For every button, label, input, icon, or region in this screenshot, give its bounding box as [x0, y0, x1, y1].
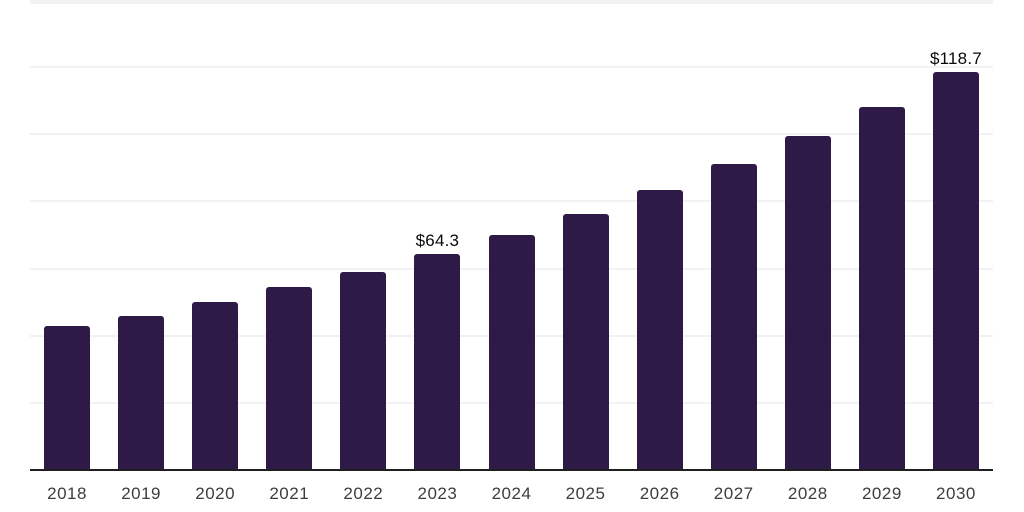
gridline-100 [30, 133, 993, 135]
bar-2030 [932, 71, 979, 470]
bar-2023 [414, 254, 461, 470]
bar-2018 [44, 325, 91, 470]
x-tick-2021: 2021 [269, 484, 310, 503]
bar-2020 [192, 302, 239, 470]
gridline-120 [30, 66, 993, 68]
bar-2026 [636, 190, 683, 470]
x-tick-2030: 2030 [936, 484, 976, 503]
x-tick-2027: 2027 [713, 484, 754, 503]
value-label-2023: $64.3 [415, 231, 460, 251]
gridline-80 [30, 200, 993, 202]
x-tick-2022: 2022 [343, 484, 384, 503]
x-axis-line [30, 469, 993, 471]
bar-2019 [118, 315, 165, 470]
bar-2028 [784, 136, 831, 470]
x-tick-2029: 2029 [861, 484, 902, 503]
bar-2027 [710, 163, 757, 470]
value-label-2030: $118.7 [929, 48, 982, 68]
bar-2024 [488, 234, 535, 470]
x-tick-2025: 2025 [565, 484, 606, 503]
gridline-140 [30, 0, 993, 4]
x-tick-2026: 2026 [639, 484, 680, 503]
x-tick-2028: 2028 [787, 484, 828, 503]
x-tick-2019: 2019 [121, 484, 162, 503]
bar-2025 [562, 213, 609, 470]
bar-2022 [340, 271, 387, 470]
x-tick-2024: 2024 [491, 484, 532, 503]
bar-2021 [266, 287, 313, 470]
x-tick-2020: 2020 [195, 484, 236, 503]
x-tick-2023: 2023 [417, 484, 458, 503]
x-tick-2018: 2018 [47, 484, 87, 503]
bar-2029 [858, 106, 905, 470]
